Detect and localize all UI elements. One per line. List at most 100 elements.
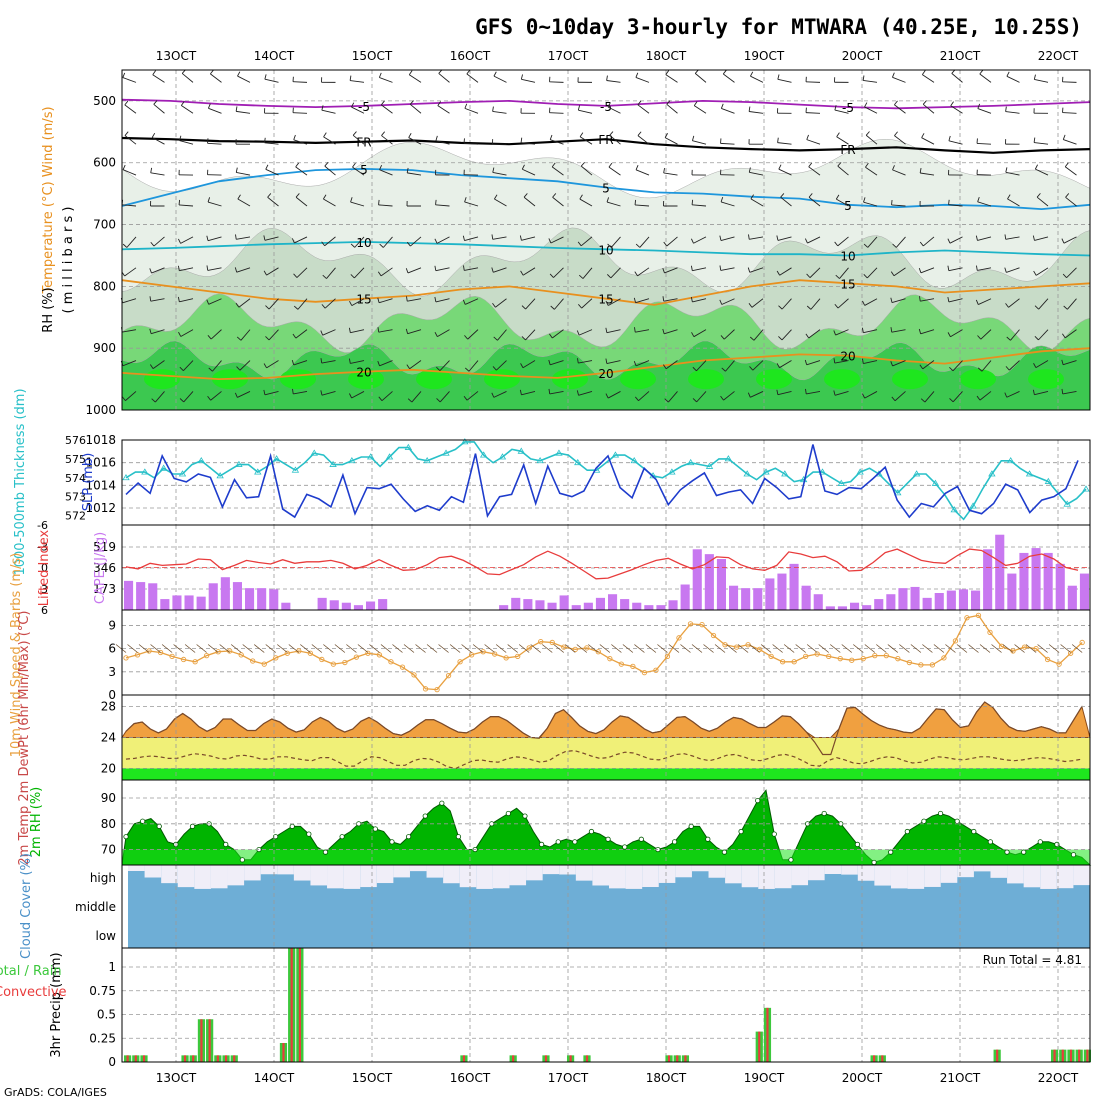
wind-barb — [1005, 111, 1020, 114]
wind-barb-10m — [853, 644, 864, 653]
wind-barb — [1064, 166, 1077, 176]
wind-barb — [293, 391, 308, 395]
wind-barb-flag — [947, 265, 950, 271]
wind-barb — [779, 360, 792, 369]
wind-barb-flag — [919, 241, 924, 247]
wind-barb — [495, 298, 507, 308]
wind-barb — [723, 73, 735, 83]
wind-barb — [292, 81, 308, 83]
wind-barb — [920, 298, 935, 302]
wind-barb — [468, 360, 479, 372]
wind-barb-flag — [662, 328, 665, 334]
wind-barb — [1034, 79, 1049, 83]
wind-speed-point — [123, 655, 129, 661]
wind-barb — [835, 329, 849, 336]
wind-barb — [981, 360, 992, 372]
wind-barb-flag — [890, 297, 893, 303]
wind-barb — [693, 329, 707, 338]
wind-barb-flag — [434, 238, 438, 244]
wind-barb — [295, 196, 308, 207]
wind-barb-flag — [551, 162, 556, 168]
wind-speed-point — [284, 650, 290, 656]
cloud-high-bar — [542, 865, 560, 875]
wind-barb-flag — [149, 364, 154, 369]
isotherm-label: 5 — [602, 181, 610, 195]
wind-barb-10m — [484, 644, 495, 653]
wind-barb-flag — [919, 364, 924, 370]
thickness-point — [686, 458, 695, 466]
wind-barb — [666, 236, 678, 247]
wind-barb-10m — [829, 644, 841, 653]
wind-speed-point — [480, 649, 486, 655]
wind-barb — [381, 391, 393, 402]
wind-speed-point — [549, 639, 555, 646]
date-tick-bottom: 20OCT — [842, 1071, 883, 1085]
wind-barb-flag — [918, 267, 922, 273]
wind-barb — [663, 298, 678, 302]
wind-barb — [867, 236, 878, 248]
wind-barb — [1064, 329, 1077, 339]
precip-conv-bar — [766, 1007, 769, 1062]
wind-barb-flag — [348, 327, 351, 333]
cloud-high-bar — [426, 865, 444, 878]
wind-barb-flag — [580, 162, 585, 167]
wind-barb-10m — [726, 644, 737, 653]
cloud-high-bar — [642, 865, 659, 888]
wind-barb — [439, 360, 450, 372]
wind-speed-point — [319, 656, 325, 663]
wind-barb — [264, 391, 279, 396]
wind-barb-flag — [947, 238, 951, 244]
cape-bar — [172, 595, 182, 610]
rh-high-patch — [620, 369, 656, 390]
wind-barb-flag — [521, 305, 526, 310]
wind-ylabel: 10m Wind Speed & Barbs (m/s) — [9, 553, 24, 758]
thickness-point — [1007, 457, 1015, 464]
wind-barb-flag — [434, 265, 437, 271]
wind-barb-flag — [977, 103, 981, 109]
thickness-point — [423, 457, 431, 464]
wind-barb — [579, 136, 593, 145]
wind-barb — [350, 80, 365, 83]
wind-barb-10m — [956, 644, 968, 653]
wind-barb-flag — [207, 103, 211, 109]
wind-barb-flag — [1005, 167, 1008, 173]
wind-barb — [606, 201, 621, 207]
cape-bar — [886, 594, 896, 610]
cape-bar — [837, 606, 847, 610]
wind-barb — [549, 391, 564, 395]
wind-barb — [808, 196, 821, 207]
wind-barb — [122, 204, 137, 207]
cloud-high-bar — [609, 865, 626, 889]
wind-barb-flag — [492, 106, 494, 112]
wind-barb-flag — [434, 296, 437, 302]
wind-barb-10m — [622, 644, 634, 653]
rh-high-patch — [892, 369, 928, 390]
wind-speed-point — [169, 653, 175, 660]
wind-barb-10m — [772, 644, 783, 653]
upper-air-ylabel: Temperature (°C) Wind (m/s) — [41, 106, 56, 294]
wind-barb — [778, 168, 792, 176]
wind-barb-flag — [237, 194, 241, 200]
wind-barb — [866, 267, 878, 279]
wind-barb-flag — [1005, 106, 1007, 112]
wind-speed-point — [975, 612, 982, 619]
wind-barb — [407, 172, 422, 176]
thickness-point — [310, 449, 318, 456]
wind-barb — [581, 298, 593, 309]
wind-barb-flag — [894, 131, 898, 136]
wind-barb — [122, 77, 137, 83]
wind-speed-point — [365, 650, 371, 656]
wind-barb — [805, 112, 821, 114]
wind-barb — [378, 329, 393, 333]
wind-barb-flag — [293, 305, 299, 310]
wind-barb-10m — [392, 644, 403, 653]
wind-barb-flag — [436, 366, 441, 372]
wind-barb — [806, 139, 821, 145]
wind-barb — [723, 391, 735, 401]
wind-speed-point — [388, 659, 394, 665]
wind-barb — [863, 360, 878, 364]
wind-barb — [609, 134, 621, 145]
wind-barb — [694, 105, 707, 114]
wind-speed-point — [192, 659, 198, 665]
wind-barb-flag — [722, 69, 727, 75]
